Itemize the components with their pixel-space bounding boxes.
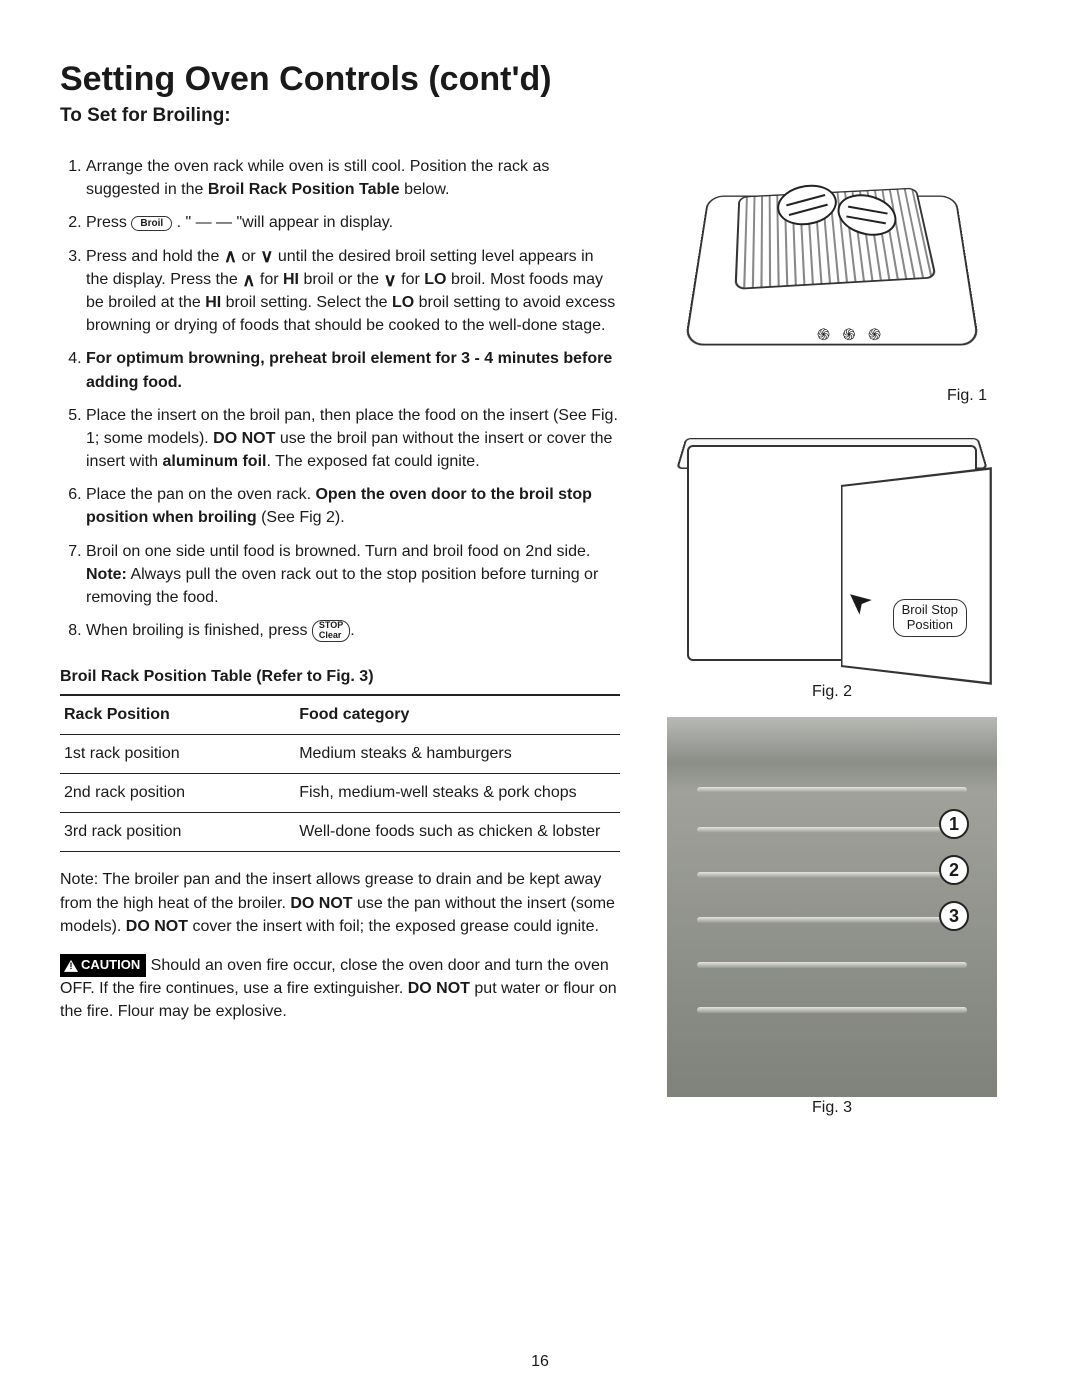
arrow-down-icon: ∨ (384, 271, 397, 289)
arrow-up-icon: ∧ (242, 271, 255, 289)
manual-page: Setting Oven Controls (cont'd) To Set fo… (0, 0, 1080, 1397)
warning-triangle-icon (64, 960, 78, 972)
figure-1: ֍ ֍ ֍ Fig. 1 (667, 155, 997, 405)
stop-clear-button-icon: STOP Clear (312, 620, 350, 642)
caution-paragraph: CAUTION Should an oven fire occur, close… (60, 954, 620, 1024)
steps-list: Arrange the oven rack while oven is stil… (60, 155, 620, 642)
table-row: 2nd rack position Fish, medium-well stea… (60, 774, 620, 813)
figure-3-label: Fig. 3 (667, 1099, 997, 1117)
figure-2: ➤ Broil Stop Position Fig. 2 (667, 421, 997, 701)
note-paragraph: Note: The broiler pan and the insert all… (60, 868, 620, 938)
position-1-marker: 1 (939, 809, 969, 839)
position-2-marker: 2 (939, 855, 969, 885)
instructions-column: Arrange the oven rack while oven is stil… (60, 155, 620, 1117)
figures-column: ֍ ֍ ֍ Fig. 1 ➤ Broil Stop Position Fig. … (644, 155, 1020, 1117)
broil-stop-label: Broil Stop Position (893, 599, 967, 637)
step-7: Broil on one side until food is browned.… (86, 540, 620, 610)
step-4: For optimum browning, preheat broil elem… (86, 347, 620, 393)
step-1: Arrange the oven rack while oven is stil… (86, 155, 620, 201)
step-5: Place the insert on the broil pan, then … (86, 404, 620, 474)
broil-pan-illustration: ֍ ֍ ֍ (667, 155, 997, 385)
page-number: 16 (0, 1353, 1080, 1371)
arrow-up-icon: ∧ (224, 247, 237, 265)
rack-positions-photo: 1 2 3 (667, 717, 997, 1097)
position-3-marker: 3 (939, 901, 969, 931)
table-row: 1st rack position Medium steaks & hambur… (60, 735, 620, 774)
table-title: Broil Rack Position Table (Refer to Fig.… (60, 668, 620, 686)
content-row: Arrange the oven rack while oven is stil… (60, 155, 1020, 1117)
oven-illustration: ➤ Broil Stop Position (667, 421, 997, 681)
table-header-position: Rack Position (60, 695, 295, 735)
caution-badge: CAUTION (60, 954, 146, 977)
arrow-down-icon: ∨ (260, 247, 273, 265)
table-row: 3rd rack position Well-done foods such a… (60, 813, 620, 852)
step-6: Place the pan on the oven rack. Open the… (86, 483, 620, 529)
grease-drops-icon: ֍ ֍ ֍ (817, 323, 885, 345)
step-8: When broiling is finished, press STOP Cl… (86, 619, 620, 642)
rack-position-table: Rack Position Food category 1st rack pos… (60, 694, 620, 852)
figure-2-label: Fig. 2 (667, 683, 997, 701)
step-2: Press Broil . " — — "will appear in disp… (86, 211, 620, 234)
section-heading: To Set for Broiling: (60, 105, 1020, 127)
figure-1-label: Fig. 1 (667, 387, 997, 405)
broil-button-icon: Broil (131, 216, 172, 231)
table-header-food: Food category (295, 695, 620, 735)
figure-3: 1 2 3 Fig. 3 (667, 717, 997, 1117)
step-3: Press and hold the ∧ or ∨ until the desi… (86, 245, 620, 338)
page-title: Setting Oven Controls (cont'd) (60, 60, 1020, 99)
